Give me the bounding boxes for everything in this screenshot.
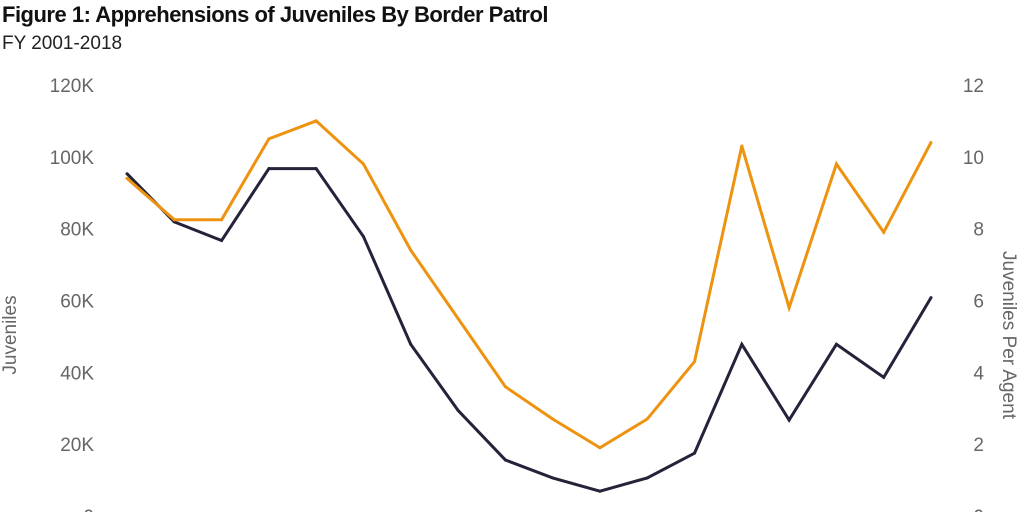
data-point (787, 418, 791, 422)
chart-title: Figure 1: Apprehensions of Juveniles By … (2, 2, 549, 27)
data-point (409, 342, 413, 346)
data-point (598, 489, 602, 493)
right-axis-ticks: 0 2 4 6 8 10 12 (963, 76, 985, 512)
right-tick-label: 4 (973, 363, 984, 384)
left-tick-label: 0 (83, 507, 94, 512)
right-tick-label: 0 (973, 507, 984, 512)
left-tick-label: 60K (60, 292, 94, 313)
right-axis-label: Juveniles Per Agent (998, 251, 1019, 420)
data-point (503, 458, 507, 462)
left-axis-ticks: 0 20K 40K 60K 80K 100K 120K (50, 76, 95, 512)
data-point (361, 235, 365, 239)
series-lines (125, 119, 933, 493)
data-point (314, 119, 318, 123)
data-point (882, 375, 886, 379)
data-point (740, 144, 744, 148)
data-point (551, 417, 555, 421)
juveniles-per-agent-line (126, 119, 933, 450)
right-tick-label: 2 (973, 435, 984, 456)
chart-subtitle: FY 2001-2018 (2, 33, 123, 54)
left-tick-label: 40K (60, 363, 94, 384)
data-point (834, 162, 838, 166)
data-point (929, 296, 933, 300)
data-point (314, 167, 318, 171)
juveniles-line (125, 167, 933, 493)
data-point (645, 417, 649, 421)
data-point (598, 446, 602, 450)
data-point (409, 248, 413, 252)
data-point (125, 176, 129, 180)
data-point (125, 172, 129, 176)
left-tick-label: 120K (50, 76, 95, 97)
data-point (740, 342, 744, 346)
data-point (267, 167, 271, 171)
data-point (503, 385, 507, 389)
data-point (693, 360, 697, 364)
data-point (220, 218, 224, 222)
data-point (834, 342, 838, 346)
data-point (267, 137, 271, 141)
data-point (172, 218, 176, 222)
data-point (929, 140, 933, 144)
data-point (645, 476, 649, 480)
data-point (693, 451, 697, 455)
data-point (551, 476, 555, 480)
left-axis-label: Juveniles (0, 295, 21, 374)
left-tick-label: 100K (50, 148, 95, 169)
right-tick-label: 10 (963, 148, 984, 169)
right-tick-label: 6 (973, 292, 984, 313)
left-tick-label: 80K (60, 220, 94, 241)
data-point (882, 230, 886, 234)
data-point (361, 162, 365, 166)
data-point (220, 239, 224, 243)
data-point (456, 316, 460, 320)
right-tick-label: 8 (973, 220, 984, 241)
right-tick-label: 12 (963, 76, 984, 97)
data-point (456, 408, 460, 412)
left-tick-label: 20K (60, 435, 94, 456)
data-point (787, 306, 791, 310)
